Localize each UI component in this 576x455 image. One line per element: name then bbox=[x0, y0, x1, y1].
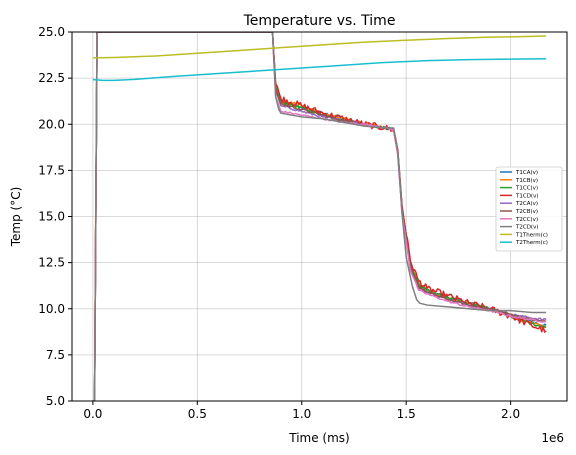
y-tick-label: 17.5 bbox=[38, 163, 65, 177]
legend-entry: T1CB(v) bbox=[515, 178, 538, 184]
x-tick-label: 1.5 bbox=[397, 407, 416, 421]
x-tick-label: 0.0 bbox=[83, 407, 102, 421]
legend-entry: T1Therm(c) bbox=[515, 232, 548, 238]
legend-entry: T2Therm(c) bbox=[515, 240, 548, 246]
x-axis-label: Time (ms) bbox=[288, 431, 350, 445]
series-lines bbox=[92, 32, 547, 401]
y-axis-label: Temp (°C) bbox=[9, 187, 23, 248]
legend-entry: T2CC(v) bbox=[515, 217, 538, 223]
series-line-8 bbox=[92, 35, 547, 59]
legend-entry: T1CA(v) bbox=[515, 170, 538, 176]
y-tick-label: 7.5 bbox=[46, 348, 65, 362]
legend-box bbox=[495, 166, 563, 252]
legend: T1CA(v) T1CB(v) T1CC(v)T1CD(v) T2CA(v) T2CB(… bbox=[495, 166, 563, 252]
legend-entry: T2CD(v) bbox=[515, 225, 538, 231]
x-offset-label: 1e6 bbox=[541, 431, 564, 445]
y-tick-label: 15.0 bbox=[38, 210, 65, 224]
legend-entry: T1CC(v) bbox=[515, 186, 538, 192]
y-tick-label: 12.5 bbox=[38, 256, 65, 270]
legend-entry: T2CA(v) bbox=[515, 201, 538, 207]
y-tick-label: 25.0 bbox=[38, 25, 65, 39]
y-tick-label: 10.0 bbox=[38, 302, 65, 316]
series-line-7 bbox=[92, 32, 547, 401]
chart-title: Temperature vs. Time bbox=[243, 13, 396, 29]
x-axis: 0.0 0.5 1.0 1.5 2.0 bbox=[83, 401, 520, 421]
x-tick-label: 0.5 bbox=[188, 407, 207, 421]
y-tick-label: 5.0 bbox=[46, 394, 65, 408]
y-axis: 5.0 7.5 10.0 12.5 15.0 17.5 20.0 22.5 25.0 bbox=[38, 25, 72, 408]
y-tick-label: 22.5 bbox=[38, 71, 65, 85]
y-tick-label: 20.0 bbox=[38, 117, 65, 131]
series-line-6 bbox=[92, 32, 547, 401]
legend-entry: T2CB(v) bbox=[515, 209, 538, 215]
legend-entry: T1CD(v) bbox=[515, 193, 538, 199]
series-line-9 bbox=[92, 58, 547, 82]
x-tick-label: 2.0 bbox=[501, 407, 520, 421]
x-tick-label: 1.0 bbox=[292, 407, 311, 421]
